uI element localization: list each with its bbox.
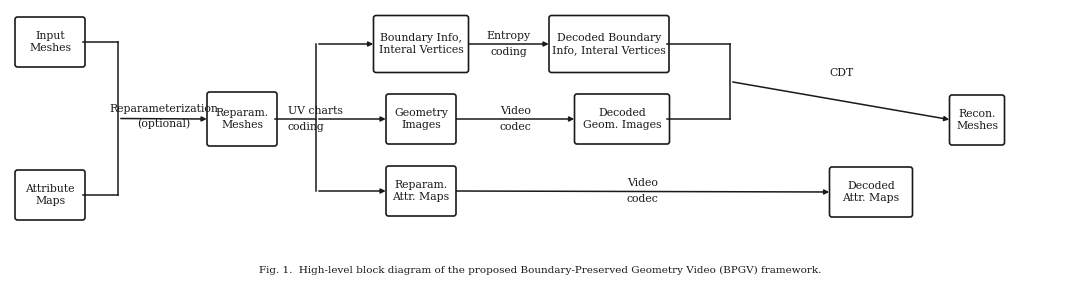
Text: Input
Meshes: Input Meshes [29, 31, 71, 53]
Text: Recon.
Meshes: Recon. Meshes [956, 109, 998, 131]
FancyBboxPatch shape [949, 95, 1004, 145]
Text: coding: coding [490, 47, 527, 57]
Text: Fig. 1.  High-level block diagram of the proposed Boundary-Preserved Geometry Vi: Fig. 1. High-level block diagram of the … [259, 266, 821, 274]
Text: Geometry
Images: Geometry Images [394, 108, 448, 130]
FancyBboxPatch shape [549, 16, 669, 73]
FancyBboxPatch shape [15, 170, 85, 220]
FancyBboxPatch shape [374, 16, 469, 73]
Text: (optional): (optional) [137, 118, 190, 129]
Text: Entropy: Entropy [487, 31, 530, 41]
Text: coding: coding [287, 122, 324, 132]
Text: Decoded
Attr. Maps: Decoded Attr. Maps [842, 181, 900, 203]
Text: Reparam.
Meshes: Reparam. Meshes [215, 108, 269, 130]
FancyBboxPatch shape [386, 94, 456, 144]
Text: Boundary Info,
Interal Vertices: Boundary Info, Interal Vertices [379, 33, 463, 55]
Text: Video: Video [500, 106, 530, 116]
Text: codec: codec [499, 122, 531, 132]
FancyBboxPatch shape [829, 167, 913, 217]
FancyBboxPatch shape [15, 17, 85, 67]
Text: Video: Video [627, 178, 658, 188]
Text: UV charts: UV charts [287, 106, 342, 116]
Text: CDT: CDT [828, 69, 853, 79]
Text: Decoded
Geom. Images: Decoded Geom. Images [583, 108, 661, 130]
Text: Decoded Boundary
Info, Interal Vertices: Decoded Boundary Info, Interal Vertices [552, 33, 666, 55]
Text: codec: codec [626, 194, 659, 204]
FancyBboxPatch shape [575, 94, 670, 144]
FancyBboxPatch shape [386, 166, 456, 216]
Text: Reparameterization: Reparameterization [109, 103, 218, 113]
Text: Reparam.
Attr. Maps: Reparam. Attr. Maps [392, 180, 449, 202]
FancyBboxPatch shape [207, 92, 276, 146]
Text: Attribute
Maps: Attribute Maps [25, 184, 75, 206]
